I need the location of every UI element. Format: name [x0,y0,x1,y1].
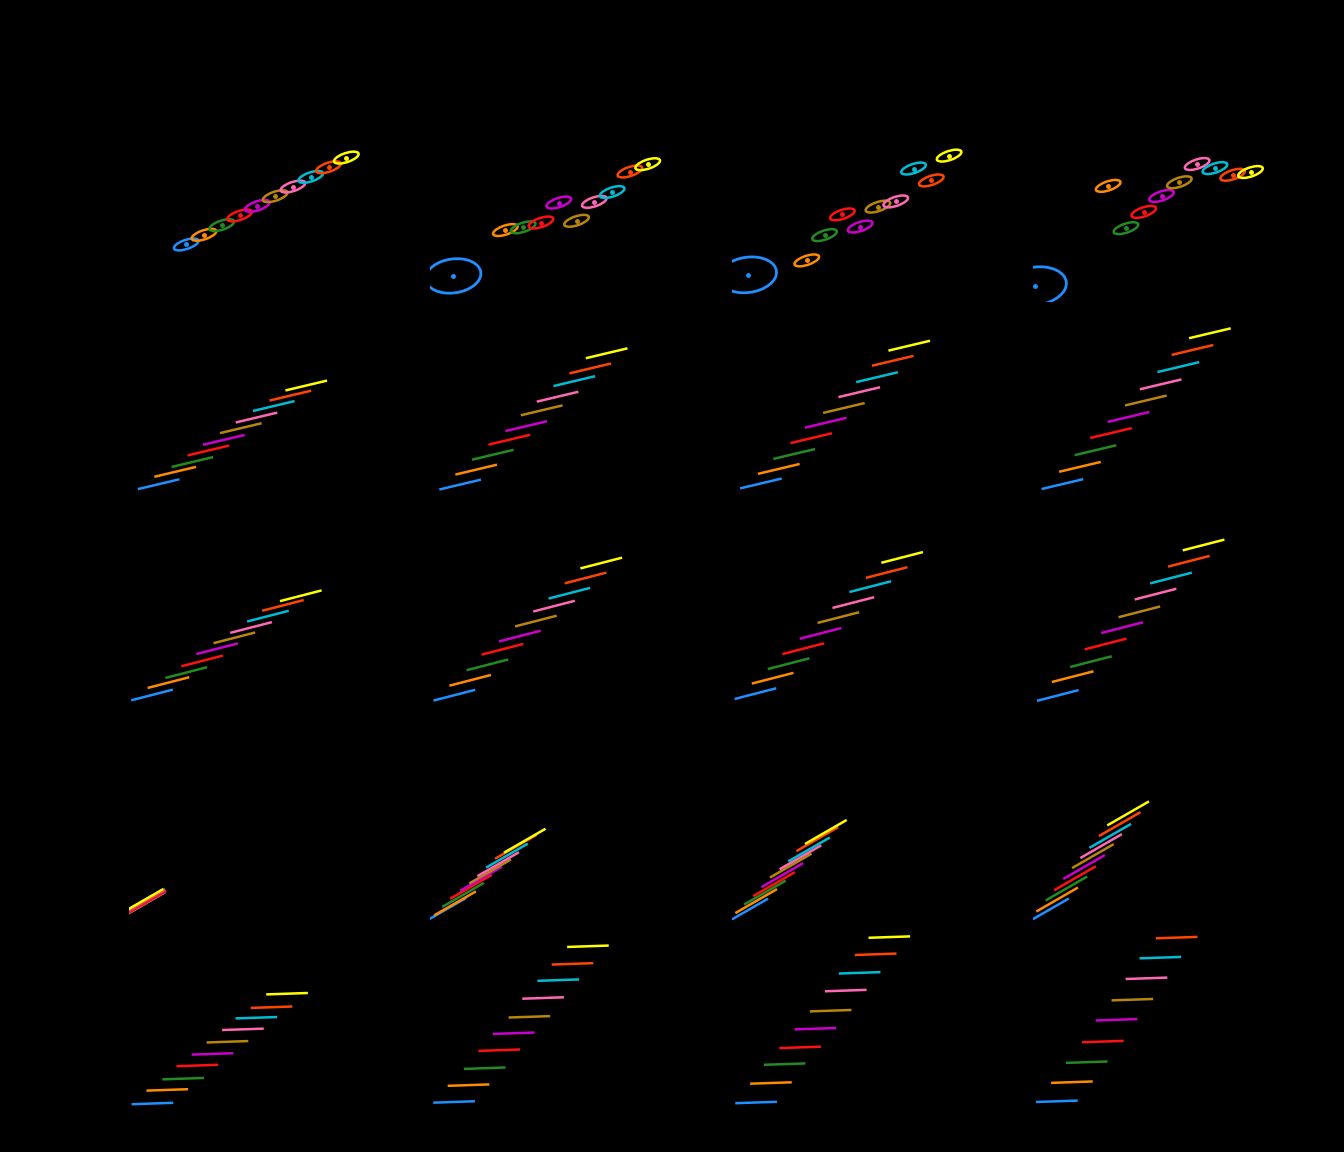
Text: ~1 + x: ~1 + x [60,796,74,843]
Text: SD ratio = 5 / 2.5: SD ratio = 5 / 2.5 [516,44,642,59]
Text: SD ratio = 8 / 2.5: SD ratio = 8 / 2.5 [1118,44,1246,59]
Text: ~1 + I(x - xm): ~1 + I(x - xm) [60,359,74,455]
Text: SD ratio = 0 / 2.5: SD ratio = 0 / 2.5 [214,44,341,59]
Text: data: data [60,185,74,217]
Text: ~1: ~1 [60,1016,74,1036]
Text: SD ratio = 6 / 2.5: SD ratio = 6 / 2.5 [817,44,943,59]
Text: ~1 + x + xm: ~1 + x + xm [60,570,74,657]
